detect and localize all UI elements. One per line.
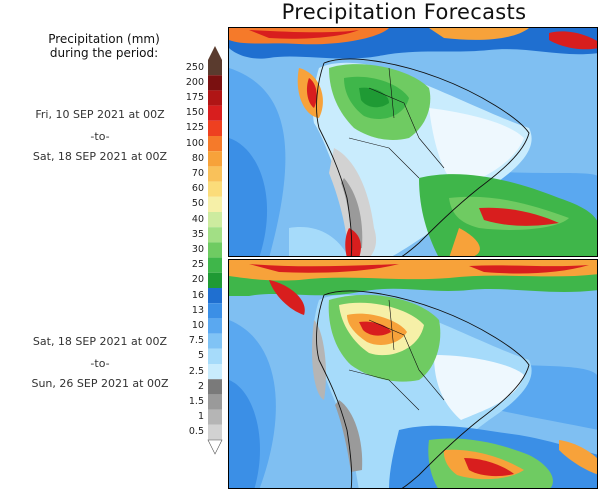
color-scale-label: 30: [191, 244, 204, 255]
color-scale-label: 13: [191, 304, 204, 316]
color-scale-swatch: [208, 364, 222, 380]
color-scale-swatch: [208, 75, 222, 91]
color-scale-label: 2: [197, 380, 204, 392]
legend-title: Precipitation (mm) during the period:: [20, 32, 188, 60]
color-scale-label: 7.5: [188, 335, 204, 347]
color-scale-swatch: [208, 60, 222, 76]
color-scale-swatch: [208, 196, 222, 212]
color-scale-swatch: [208, 242, 222, 258]
color-scale-label: 16: [191, 289, 204, 301]
period1-end: Sat, 18 SEP 2021 at 00Z: [32, 150, 168, 163]
color-scale-bar: [207, 46, 223, 455]
forecast-map-week1: [228, 27, 598, 257]
color-scale-swatch: [208, 318, 222, 334]
color-scale-label: 5: [197, 350, 204, 362]
color-scale-swatch: [208, 303, 222, 319]
color-scale-swatch: [208, 181, 222, 197]
color-scale-swatch: [208, 333, 222, 349]
period2-end: Sun, 26 SEP 2021 at 00Z: [31, 377, 169, 390]
color-scale-swatch: [208, 151, 222, 167]
color-scale-swatch: [208, 212, 222, 228]
color-scale-label: 20: [191, 274, 204, 286]
color-scale-swatch: [208, 409, 222, 425]
color-scale-label: 40: [191, 213, 204, 225]
color-scale-swatch: [208, 394, 222, 410]
color-scale-label: 250: [185, 61, 204, 73]
color-scale-label: 1.5: [188, 396, 204, 407]
color-scale-label: 10: [191, 320, 204, 331]
color-scale-label: 100: [185, 137, 204, 149]
legend-title-line2: during the period:: [49, 46, 159, 60]
color-scale-label: 35: [191, 228, 204, 240]
period1-to: -to-: [90, 130, 110, 143]
page-title: Precipitation Forecasts: [281, 0, 527, 24]
color-scale-label: 70: [191, 168, 204, 179]
color-scale-swatch: [208, 348, 222, 364]
color-scale-swatch: [208, 90, 222, 106]
period2-to: -to-: [90, 357, 110, 370]
color-scale-label: 125: [185, 122, 204, 134]
color-scale-label: 60: [191, 183, 204, 195]
color-scale-bottom-arrow: [207, 439, 223, 455]
color-scale-label: 1: [197, 411, 204, 423]
color-scale-label: 200: [185, 76, 204, 88]
color-scale-swatch: [208, 379, 222, 395]
period1-start: Fri, 10 SEP 2021 at 00Z: [35, 108, 165, 121]
color-scale-label: 150: [185, 107, 204, 119]
color-scale-swatch: [208, 272, 222, 288]
color-scale-label: 2.5: [188, 365, 204, 377]
color-scale-label: 175: [185, 92, 204, 103]
color-scale-label: 25: [191, 259, 204, 271]
color-scale-swatch: [208, 105, 222, 121]
color-scale-label: 0.5: [188, 426, 204, 438]
color-scale-swatch: [208, 227, 222, 243]
color-scale-swatch: [208, 136, 222, 152]
color-scale-label: 50: [191, 198, 204, 210]
period2-start: Sat, 18 SEP 2021 at 00Z: [32, 335, 168, 348]
legend-title-line1: Precipitation (mm): [48, 32, 160, 46]
color-scale-label: 80: [191, 152, 204, 164]
color-scale-swatch: [208, 288, 222, 304]
color-scale-swatch: [208, 257, 222, 273]
forecast-map-week2: [228, 259, 598, 489]
color-scale-swatch: [208, 424, 222, 440]
color-scale-labels: 250 200 175 150 125 100 80 70 60 50 40 35 30 25 20 16 13…: [166, 0, 204, 491]
color-scale-swatch: [208, 166, 222, 182]
color-scale-top-arrow: [208, 46, 222, 60]
color-scale-swatch: [208, 120, 222, 136]
